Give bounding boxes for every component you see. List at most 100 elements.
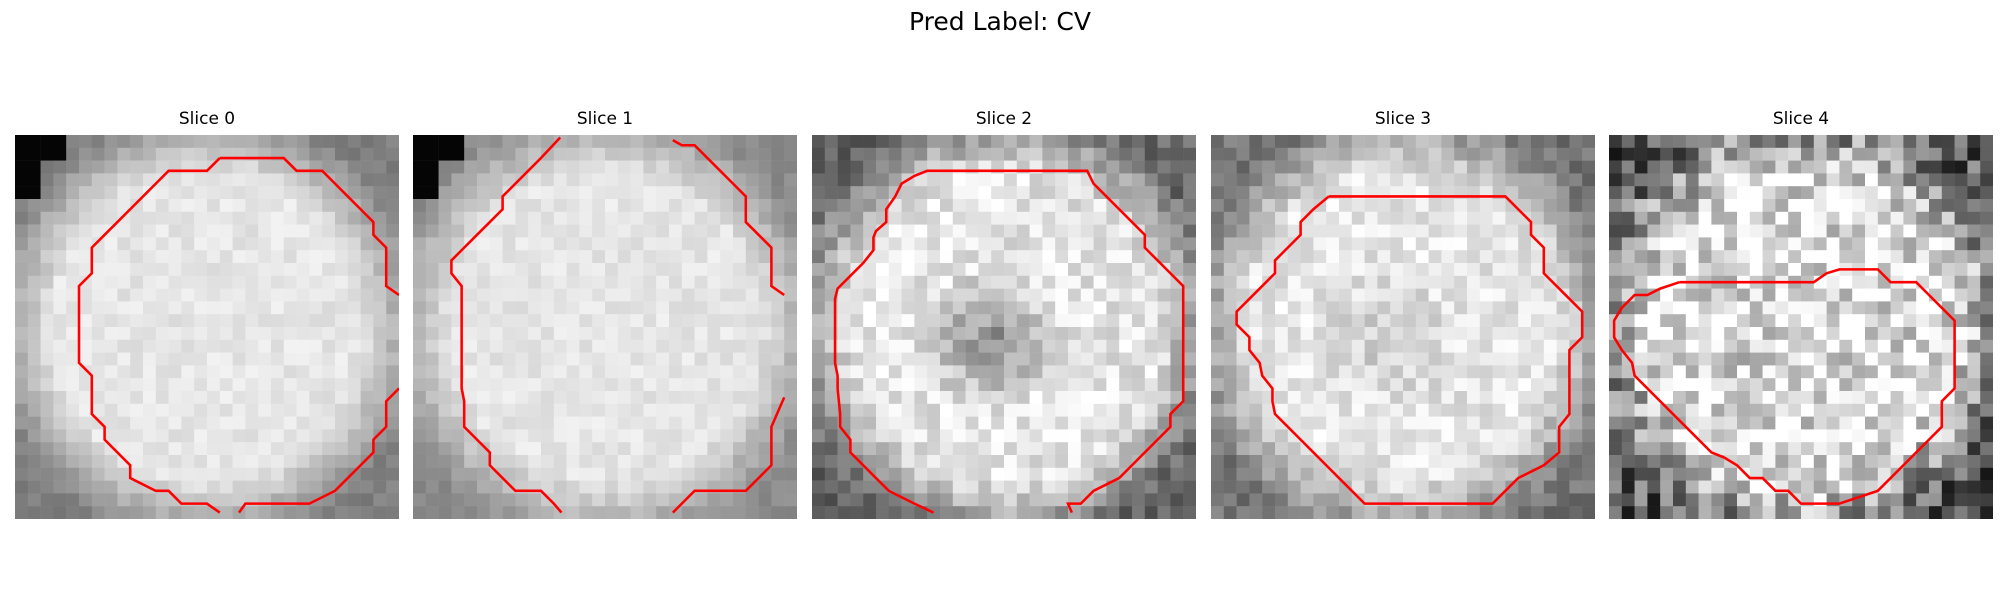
pixel [630,288,644,302]
pixel [1068,237,1082,251]
pixel [837,442,851,456]
pixel [1582,365,1595,379]
pixel [322,250,336,264]
pixel [1762,211,1776,225]
pixel [1300,211,1314,225]
pixel [1903,250,1917,264]
pixel [1364,416,1378,430]
pixel [1941,352,1955,366]
pixel [27,327,41,341]
pixel [1788,416,1802,430]
pixel [181,186,195,200]
pixel [451,211,465,225]
pixel [1749,263,1763,277]
pixel [53,403,67,417]
pixel [656,173,670,187]
pixel [489,493,503,507]
pixel [1967,416,1981,430]
pixel [1569,288,1583,302]
pixel [502,429,516,443]
pixel [1467,199,1481,213]
pixel [1505,467,1519,481]
pixel [965,365,979,379]
pixel [1775,199,1789,213]
pixel [232,263,246,277]
pixel [1890,403,1904,417]
pixel [1621,160,1635,174]
pixel [1698,263,1712,277]
slice-title-2: Slice 2 [975,109,1033,129]
pixel [1865,288,1879,302]
pixel [1929,173,1943,187]
pixel [1132,352,1146,366]
pixel [1865,493,1879,507]
pixel [143,237,157,251]
pixel [1080,480,1094,494]
pixel [1852,467,1866,481]
pixel [386,135,399,149]
pixel [1660,467,1674,481]
pixel [1865,135,1879,149]
pixel [1428,301,1442,315]
pixel [745,403,759,417]
pixel [15,211,29,225]
pixel [1339,314,1353,328]
pixel [901,506,915,519]
pixel [1903,199,1917,213]
pixel [720,250,734,264]
pixel [1223,250,1237,264]
pixel [155,467,169,481]
pixel [1223,403,1237,417]
pixel [271,199,285,213]
pixel [53,416,67,430]
pixel [1106,327,1120,341]
pixel [1660,493,1674,507]
pixel [143,327,157,341]
pixel [1929,135,1943,149]
pixel [386,378,399,392]
pixel [207,135,221,149]
pixel [1390,211,1404,225]
pixel [438,263,452,277]
pixel [1582,147,1595,161]
pixel [1518,147,1532,161]
pixel [15,442,29,456]
pixel [1685,147,1699,161]
pixel [489,199,503,213]
pixel [1479,352,1493,366]
pixel [1300,429,1314,443]
pixel [824,224,838,238]
pixel [1377,250,1391,264]
pixel [1711,173,1725,187]
pixel [876,147,890,161]
pixel [1287,493,1301,507]
pixel [283,442,297,456]
pixel [322,403,336,417]
pixel [876,135,890,149]
pixel [1415,442,1429,456]
pixel [1582,416,1595,430]
pixel [876,314,890,328]
pixel [888,416,902,430]
pixel [528,263,542,277]
pixel [643,135,657,149]
pixel [91,237,105,251]
pixel [592,442,606,456]
pixel [258,429,272,443]
pixel [553,442,567,456]
pixel [1183,403,1196,417]
pixel [553,403,567,417]
pixel [1954,327,1968,341]
pixel [104,199,118,213]
pixel [579,147,593,161]
pixel [1351,403,1365,417]
pixel [927,378,941,392]
pixel [386,339,399,353]
pixel [1390,314,1404,328]
pixel [104,186,118,200]
pixel [1749,352,1763,366]
pixel [1132,416,1146,430]
pixel [1673,455,1687,469]
pixel [1737,327,1751,341]
pixel [965,224,979,238]
